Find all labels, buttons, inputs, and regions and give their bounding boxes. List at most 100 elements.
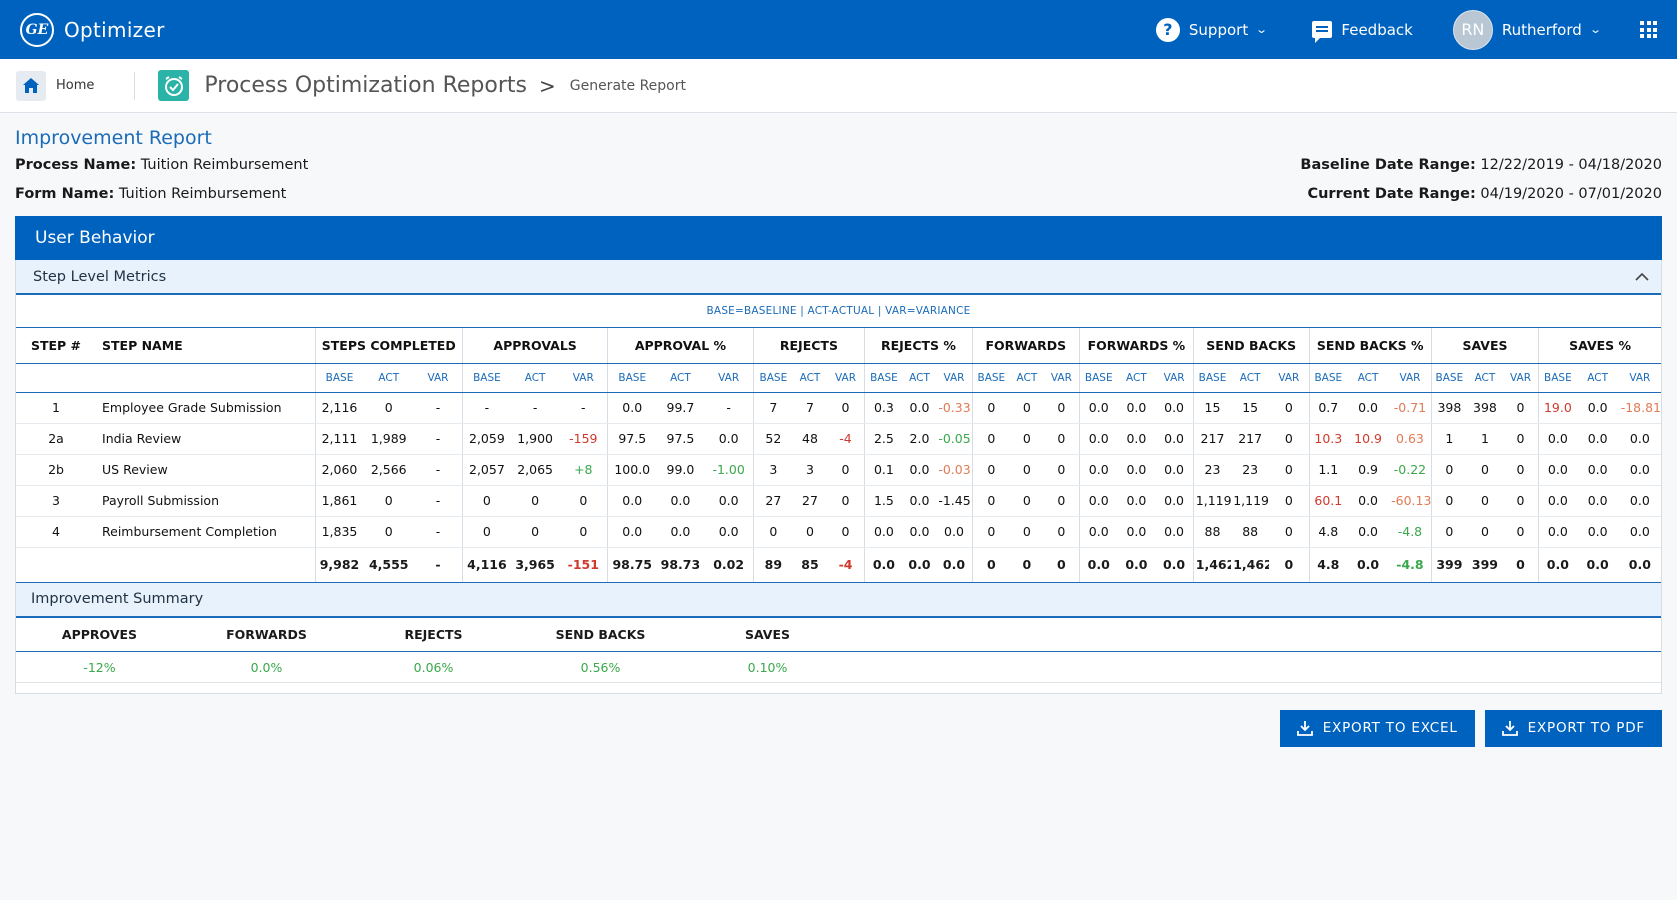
column-group-header: APPROVALS: [461, 328, 608, 364]
column-group-header: SAVES %: [1538, 328, 1661, 364]
app-grid-icon[interactable]: [1640, 21, 1657, 38]
total-cell: 399: [1430, 546, 1468, 583]
app-name[interactable]: Optimizer: [64, 17, 165, 42]
sub-column-header: BASE: [971, 363, 1011, 393]
table-cell: 99.0: [656, 454, 705, 486]
total-cell: 0.0: [1079, 546, 1118, 583]
table-cell: 15: [1192, 392, 1232, 424]
table-cell: 0: [559, 516, 608, 548]
total-cell: 1,462: [1192, 546, 1232, 583]
breadcrumb-section-link[interactable]: Process Optimization Reports: [204, 73, 527, 98]
total-cell: 0: [1269, 546, 1310, 583]
table-cell: -1.00: [704, 454, 754, 486]
section-title: Step Level Metrics: [33, 268, 167, 285]
summary-label: APPROVES: [16, 618, 183, 652]
baseline-date-range: Baseline Date Range: 12/22/2019 - 04/18/…: [1300, 157, 1662, 173]
sub-column-header: BASE: [1308, 363, 1348, 393]
table-cell: 0.0: [1117, 454, 1156, 486]
table-cell: 0.0: [1155, 392, 1194, 424]
total-cell: -: [414, 546, 463, 583]
help-icon: ?: [1155, 17, 1180, 42]
sub-column-header: BASE: [607, 363, 657, 393]
user-name: Rutherford: [1501, 20, 1582, 39]
table-cell: 0: [1010, 454, 1044, 486]
table-cell: 48: [793, 423, 827, 455]
export-excel-button[interactable]: EXPORT TO EXCEL: [1279, 709, 1475, 747]
step-name: US Review: [96, 454, 316, 486]
table-cell: 0: [1010, 485, 1044, 517]
home-link[interactable]: Home: [56, 78, 95, 93]
sub-column-header: BASE: [1192, 363, 1232, 393]
table-cell: 0: [793, 516, 827, 548]
home-icon[interactable]: [16, 70, 46, 101]
total-cell: 4.8: [1308, 546, 1348, 583]
chevron-down-icon: ⌄: [1588, 23, 1602, 36]
support-menu[interactable]: ? Support ⌄: [1155, 17, 1269, 42]
table-cell: 0: [1269, 516, 1310, 548]
column-group-header: FORWARDS: [971, 328, 1080, 364]
table-cell: 2,060: [314, 454, 364, 486]
report-clock-icon: [158, 70, 190, 101]
table-cell: 0.0: [1576, 423, 1619, 455]
export-pdf-button[interactable]: EXPORT TO PDF: [1484, 709, 1662, 747]
feedback-button[interactable]: Feedback: [1312, 20, 1413, 43]
table-cell: 0: [1502, 454, 1539, 486]
sub-column-header: BASE: [752, 363, 794, 393]
table-cell: 0.0: [1117, 423, 1156, 455]
table-cell: 0: [1467, 454, 1503, 486]
table-cell: 398: [1430, 392, 1468, 424]
table-cell: 0.0: [1538, 454, 1577, 486]
column-group-header: REJECTS: [752, 328, 865, 364]
table-cell: 0: [1467, 516, 1503, 548]
legend: BASE=BASELINE | ACT-ACTUAL | VAR=VARIANC…: [16, 295, 1661, 328]
table-row[interactable]: 2b US Review 2,060 2,566-2,057 2,065 +8 100.0 9…: [16, 454, 1661, 486]
table-cell: -0.03: [936, 454, 973, 486]
table-cell: 0.0: [864, 516, 903, 548]
table-row[interactable]: 4 Reimbursement Completion 1,835 0-0 0 0 0.0 0.…: [16, 516, 1661, 548]
avatar: RN: [1452, 9, 1493, 50]
export-excel-label: EXPORT TO EXCEL: [1322, 720, 1458, 736]
table-row[interactable]: 3 Payroll Submission 1,861 0-0 0 0 0.0 0.0 0.0 27…: [16, 485, 1661, 517]
table-cell: 0.0: [1538, 485, 1577, 517]
table-cell: 0.0: [1117, 392, 1156, 424]
table-cell: 97.5: [607, 423, 657, 455]
divider: [134, 71, 136, 100]
sub-column-header: ACT: [656, 363, 705, 393]
table-cell: -0.22: [1389, 454, 1432, 486]
chevron-down-icon: ⌄: [1255, 23, 1269, 36]
total-cell: 0.0: [1618, 546, 1661, 583]
chevron-up-icon[interactable]: [1635, 272, 1649, 281]
step-level-metrics-header[interactable]: Step Level Metrics: [16, 260, 1661, 295]
step-name: Reimbursement Completion: [96, 516, 316, 548]
table-cell: 0: [1502, 423, 1539, 455]
sub-column-header: VAR: [414, 363, 463, 393]
ge-logo-icon[interactable]: GE: [20, 12, 54, 47]
table-cell: 217: [1192, 423, 1232, 455]
table-cell: 0: [971, 423, 1011, 455]
table-row[interactable]: 1 Employee Grade Submission 2,116 0- - - -0.0 9…: [16, 392, 1661, 424]
step-name-header: STEP NAME: [96, 328, 316, 364]
table-cell: 0.0: [1079, 454, 1118, 486]
table-cell: 0.0: [704, 516, 754, 548]
table-row[interactable]: 2a India Review 2,111 1,989-2,059 1,900 -159 9…: [16, 423, 1661, 455]
table-cell: 7: [793, 392, 827, 424]
table-cell: 99.7: [656, 392, 705, 424]
table-cell: 0.0: [607, 485, 657, 517]
feedback-label: Feedback: [1341, 20, 1413, 39]
total-cell: 0.02: [704, 546, 754, 583]
sub-column-header: VAR: [1618, 363, 1661, 393]
table-cell: 0.0: [1347, 516, 1390, 548]
step-name: Payroll Submission: [96, 485, 316, 517]
table-cell: 398: [1467, 392, 1503, 424]
table-cell: -4: [826, 423, 865, 455]
table-cell: 0: [1043, 516, 1080, 548]
table-cell: 0: [510, 485, 560, 517]
table-cell: 27: [793, 485, 827, 517]
table-cell: 0.0: [1155, 454, 1194, 486]
user-menu[interactable]: RN Rutherford ⌄: [1452, 9, 1602, 50]
total-cell: 0.0: [1347, 546, 1390, 583]
table-cell: 0: [826, 516, 865, 548]
table-cell: 0: [461, 485, 511, 517]
step-number-header: STEP #: [16, 328, 97, 364]
table-cell: 19.0: [1538, 392, 1577, 424]
